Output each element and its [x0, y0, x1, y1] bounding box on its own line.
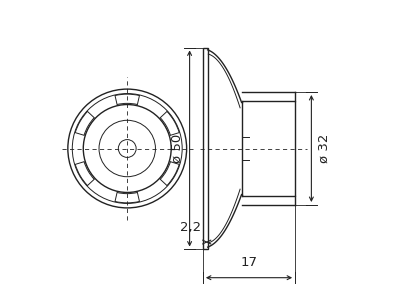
- Text: 17: 17: [240, 256, 258, 269]
- Bar: [203, 48, 208, 249]
- Text: ø 50: ø 50: [171, 134, 184, 163]
- Text: ø 32: ø 32: [317, 134, 330, 163]
- Bar: [242, 101, 295, 196]
- Text: 2,2: 2,2: [180, 221, 201, 234]
